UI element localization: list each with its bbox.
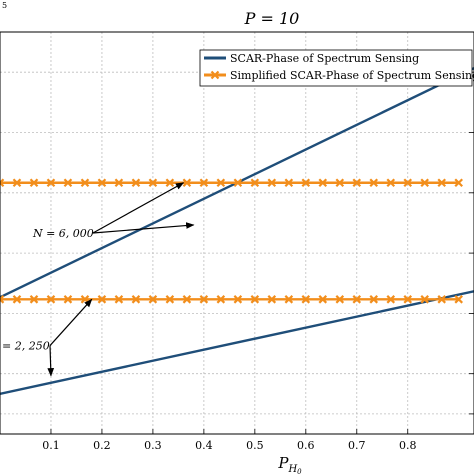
series-4-marker (403, 295, 413, 304)
series-2-marker (97, 178, 107, 188)
series-2-marker (182, 178, 192, 188)
series-4-marker (267, 295, 277, 304)
legend-label-series-2: Simplified SCAR-Phase of Spectrum Sensin… (230, 69, 474, 82)
series-4-marker (386, 295, 396, 304)
series-2-marker (63, 178, 73, 188)
series-2-marker (318, 178, 328, 188)
series-2-marker (131, 178, 141, 188)
series-2-marker (437, 178, 447, 188)
x-tick-label: 0.7 (348, 439, 366, 452)
series-2-marker (454, 178, 463, 188)
legend: SCAR-Phase of Spectrum Sensing Simplifie… (199, 49, 474, 87)
grid (0, 32, 474, 434)
series-4-marker (301, 295, 311, 304)
annotation-label-2: = 2, 250 (2, 340, 50, 353)
series-4-marker (318, 295, 328, 304)
series-4-marker (369, 295, 379, 304)
series-4-marker (233, 295, 243, 304)
series-4-marker (46, 295, 56, 304)
series-4-marker (420, 295, 429, 304)
series-4-marker (182, 295, 192, 304)
series-line-3 (0, 290, 474, 395)
annotation-layer: N = 6, 000 = 2, 250 (2, 182, 195, 377)
x-axis: 0.1 0.2 0.3 0.4 0.5 0.6 0.7 0.8 (42, 71, 474, 452)
series-2-marker (0, 178, 5, 188)
series-2-marker (80, 178, 90, 188)
series-4-marker (335, 295, 345, 304)
series-2-marker (420, 178, 429, 188)
series-2-marker (335, 178, 345, 188)
series-4-marker (148, 295, 158, 304)
series-2-marker (114, 178, 124, 188)
x-tick-label: 0.5 (246, 439, 264, 452)
series-2-marker (12, 178, 22, 188)
plot-frame (0, 31, 474, 435)
series-2-marker (165, 178, 175, 188)
x-tick-label: 0.8 (399, 439, 417, 452)
series-4-marker (0, 295, 5, 304)
series-4-marker (97, 295, 107, 304)
series-2-marker (46, 178, 56, 188)
series-4-marker (199, 295, 209, 304)
x-tick-label: 0.3 (144, 439, 162, 452)
x-tick-label: 0.1 (42, 439, 60, 452)
chart-title: P = 10 (244, 9, 300, 28)
series-2-marker (233, 178, 243, 188)
series-2-marker (403, 178, 413, 188)
series-2-marker (369, 178, 379, 188)
annotation-arrow (49, 298, 93, 346)
series-4-marker (216, 295, 226, 304)
legend-label-series-1: SCAR-Phase of Spectrum Sensing (230, 52, 419, 65)
legend-marker-series-2 (210, 70, 220, 80)
series-2-marker (250, 178, 260, 188)
annotation-arrow (47, 345, 55, 377)
series-4-marker (284, 295, 294, 304)
series-2-marker (386, 178, 396, 188)
legend-box (199, 49, 473, 87)
series-2-marker (216, 178, 226, 188)
x-tick-label: 0.2 (93, 439, 111, 452)
series-4-marker (29, 295, 39, 304)
annotation-arrow (92, 222, 195, 234)
series-4-marker (131, 295, 141, 304)
x-tick-label: 0.6 (297, 439, 315, 452)
series-2-marker (352, 178, 362, 188)
y-multiplier-label: 5 (2, 1, 7, 10)
x-tick-label: 0.4 (195, 439, 213, 452)
series-2-marker (301, 178, 311, 188)
series-layer (0, 67, 474, 395)
series-4-marker (165, 295, 175, 304)
series-4-marker (250, 295, 260, 304)
series-4-marker (437, 295, 447, 304)
series-4-marker (454, 295, 463, 304)
series-4-marker (114, 295, 124, 304)
series-2-marker (199, 178, 209, 188)
series-2-marker (29, 178, 39, 188)
series-2-marker (148, 178, 158, 188)
series-4-marker (12, 295, 22, 304)
series-2-marker (267, 178, 277, 188)
annotation-label-1: N = 6, 000 (32, 227, 94, 240)
series-4-marker (352, 295, 362, 304)
annotation-arrow (92, 182, 185, 234)
series-4-marker (63, 295, 73, 304)
series-2-marker (284, 178, 294, 188)
